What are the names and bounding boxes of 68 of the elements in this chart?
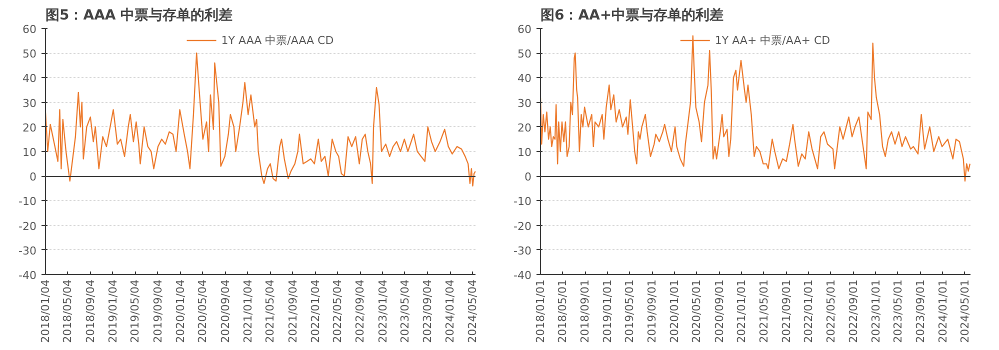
x-tick-label: 2019/01/01 (601, 279, 614, 343)
y-tick-label: 10 (518, 146, 532, 159)
x-tick-label: 2020/05/01 (690, 279, 704, 343)
x-tick-label: 2023/05/04 (398, 279, 412, 343)
x-tick-label: 2022/05/04 (331, 279, 344, 343)
x-tick-label: 2020/05/04 (196, 279, 210, 343)
x-tick-label: 2021/09/04 (286, 279, 300, 343)
y-tick-label: 10 (22, 146, 37, 159)
y-tick-label: 40 (518, 72, 532, 86)
y-tick-label: 0 (30, 170, 36, 184)
x-tick-label: 2022/09/01 (846, 279, 860, 343)
x-tick-label: 2023/09/04 (421, 279, 434, 343)
y-tick-label: -30 (514, 244, 532, 258)
y-tick-label: -20 (514, 220, 532, 233)
y-tick-label: -10 (18, 195, 36, 208)
x-tick-label: 2022/01/04 (308, 279, 322, 343)
chart-title: 图6：AA+中票与存单的利差 (540, 8, 724, 24)
x-tick-label: 2018/09/04 (84, 279, 97, 343)
x-tick-label: 2018/05/04 (61, 279, 74, 343)
x-tick-label: 2022/05/01 (824, 279, 838, 343)
y-tick-label: 20 (518, 121, 532, 134)
y-tick-label: 50 (22, 48, 37, 61)
chart-title: 图5：AAA 中票与存单的利差 (46, 8, 233, 24)
x-tick-label: 2019/05/01 (623, 279, 636, 343)
y-tick-label: 30 (22, 96, 37, 110)
x-tick-label: 2018/05/01 (556, 279, 570, 343)
y-tick-label: -30 (18, 244, 36, 258)
x-tick-label: 2023/05/01 (891, 279, 904, 343)
y-tick-label: 0 (524, 170, 532, 184)
x-tick-label: 2024/05/04 (466, 279, 480, 343)
x-tick-label: 2019/09/04 (151, 279, 164, 343)
x-tick-label: 2020/01/01 (668, 279, 682, 343)
x-tick-label: 2022/01/01 (802, 279, 816, 343)
x-tick-label: 2023/01/04 (376, 279, 390, 343)
line-series (46, 52, 476, 187)
y-tick-label: 50 (518, 48, 532, 61)
x-tick-label: 2024/05/01 (958, 279, 972, 343)
x-tick-label: 2021/01/04 (241, 279, 254, 343)
x-tick-label: 2019/01/04 (106, 279, 120, 343)
x-tick-label: 2018/09/01 (578, 279, 592, 343)
x-tick-label: 2020/09/04 (218, 279, 232, 343)
x-tick-label: 2019/09/01 (646, 279, 659, 343)
legend-label: 1Y AA+ 中票/AA+ CD (714, 32, 830, 48)
x-tick-label: 2020/01/04 (174, 279, 187, 343)
x-tick-label: 2020/09/01 (712, 279, 726, 343)
x-tick-label: 2018/01/04 (39, 279, 52, 343)
y-tick-label: 60 (518, 23, 532, 36)
y-tick-label: 20 (22, 121, 37, 134)
x-tick-label: 2021/09/01 (780, 279, 793, 343)
x-tick-label: 2019/05/04 (128, 279, 142, 343)
x-tick-label: 2021/05/01 (757, 279, 770, 343)
y-tick-label: -40 (18, 269, 36, 282)
y-tick-label: 40 (22, 72, 37, 86)
x-tick-label: 2024/01/04 (444, 279, 457, 343)
x-tick-label: 2023/01/01 (869, 279, 882, 343)
x-tick-label: 2021/01/01 (735, 279, 748, 343)
y-tick-label: -40 (514, 269, 532, 282)
line-series (540, 35, 970, 182)
x-tick-label: 2023/09/01 (914, 279, 927, 343)
y-tick-label: 30 (518, 96, 532, 110)
x-tick-label: 2024/01/01 (936, 279, 950, 343)
y-tick-label: -10 (514, 195, 532, 208)
x-tick-label: 2021/05/04 (264, 279, 277, 343)
y-tick-label: -20 (18, 220, 36, 233)
legend-label: 1Y AAA 中票/AAA CD (221, 32, 334, 48)
x-tick-label: 2022/09/04 (354, 279, 367, 343)
x-tick-label: 2018/01/01 (534, 279, 547, 343)
y-tick-label: 60 (22, 23, 37, 36)
